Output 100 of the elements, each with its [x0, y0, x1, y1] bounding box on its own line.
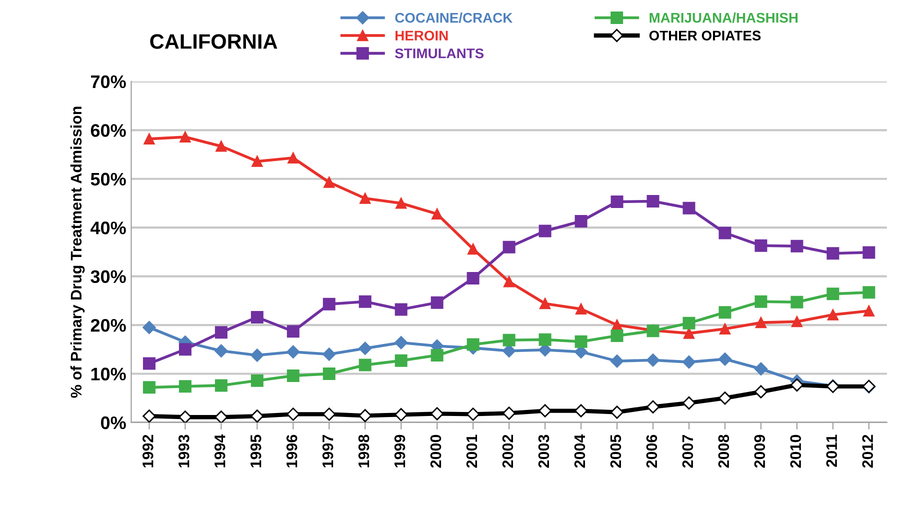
point	[718, 226, 732, 240]
point	[394, 336, 408, 350]
point	[394, 408, 408, 422]
legend-label: OTHER OPIATES	[649, 30, 761, 41]
x-tick-label: 2007	[682, 434, 694, 468]
point	[646, 354, 660, 367]
point	[142, 357, 156, 370]
point	[324, 176, 335, 188]
point	[142, 381, 156, 394]
point	[682, 355, 696, 369]
point	[286, 369, 300, 382]
point	[610, 330, 624, 342]
point	[142, 410, 156, 422]
point	[358, 342, 372, 356]
y-tick-label: 50%	[90, 172, 126, 186]
point	[791, 316, 802, 328]
point	[682, 316, 696, 330]
x-tick-label: 2002	[502, 434, 514, 468]
point	[719, 323, 731, 334]
point	[502, 406, 516, 420]
point	[322, 408, 336, 421]
point	[790, 296, 804, 308]
point	[322, 348, 336, 361]
point	[394, 303, 408, 316]
point	[430, 407, 444, 420]
point	[502, 344, 516, 358]
point	[142, 320, 156, 334]
point	[718, 392, 732, 405]
point	[682, 396, 696, 410]
y-tick-label: 70%	[91, 75, 126, 88]
point	[682, 202, 696, 214]
x-tick-label: 2006	[646, 434, 658, 468]
point	[252, 156, 263, 167]
x-tick-label: 2003	[538, 434, 550, 468]
chart-title: CALIFORNIA	[150, 34, 278, 49]
point	[216, 140, 227, 152]
point	[646, 195, 660, 208]
point	[754, 239, 768, 252]
x-tick-label: 2008	[718, 434, 730, 468]
y-tick-label: 30%	[90, 270, 126, 284]
x-tick-label: 2009	[754, 434, 766, 468]
point	[178, 343, 192, 356]
point	[826, 247, 840, 260]
point	[754, 362, 768, 376]
x-tick-label: 2000	[430, 434, 442, 468]
x-tick-label: 2004	[574, 434, 586, 468]
point	[468, 243, 479, 255]
point	[754, 385, 768, 398]
point	[286, 345, 300, 358]
point	[286, 325, 300, 338]
x-tick-label: 1998	[358, 434, 370, 468]
x-tick-label: 1999	[394, 434, 406, 468]
point	[250, 374, 264, 387]
y-tick-label: 10%	[91, 368, 126, 380]
point	[718, 306, 732, 319]
point	[574, 335, 588, 348]
point	[430, 348, 444, 362]
point	[430, 296, 444, 309]
point	[288, 152, 299, 164]
y-tick-label: 20%	[90, 318, 126, 332]
point	[360, 192, 371, 204]
point	[538, 333, 552, 346]
point	[250, 348, 264, 362]
point	[575, 303, 587, 315]
point	[396, 198, 407, 209]
point	[286, 408, 300, 421]
x-tick-label: 1996	[286, 434, 298, 468]
y-tick-label: 60%	[90, 124, 126, 137]
point	[790, 240, 804, 252]
x-tick-label: 2010	[790, 434, 802, 468]
point	[718, 352, 732, 366]
point	[502, 334, 516, 346]
point	[646, 400, 660, 414]
x-tick-label: 1994	[214, 434, 226, 468]
point	[394, 354, 408, 367]
point	[755, 317, 767, 328]
x-tick-label: 1992	[142, 434, 154, 468]
x-tick-label: 2011	[826, 434, 838, 467]
point	[144, 133, 155, 144]
point	[862, 286, 876, 299]
point	[358, 409, 372, 422]
point	[502, 240, 516, 254]
point	[610, 196, 624, 208]
y-axis-title: % of Primary Drug Treatment Admission	[70, 106, 85, 398]
point	[827, 309, 838, 320]
point	[250, 410, 264, 422]
point	[610, 406, 624, 419]
point	[574, 215, 588, 228]
point	[574, 404, 588, 418]
point	[538, 404, 552, 418]
point	[466, 408, 480, 421]
point	[214, 326, 228, 339]
legend-label: MARIJUANA/HASHISH	[650, 12, 798, 23]
point	[610, 354, 624, 368]
x-tick-label: 1997	[322, 434, 334, 468]
point	[538, 224, 552, 238]
point	[539, 298, 551, 310]
point	[214, 379, 228, 392]
y-tick-label: 0%	[100, 416, 126, 430]
point	[250, 310, 264, 324]
